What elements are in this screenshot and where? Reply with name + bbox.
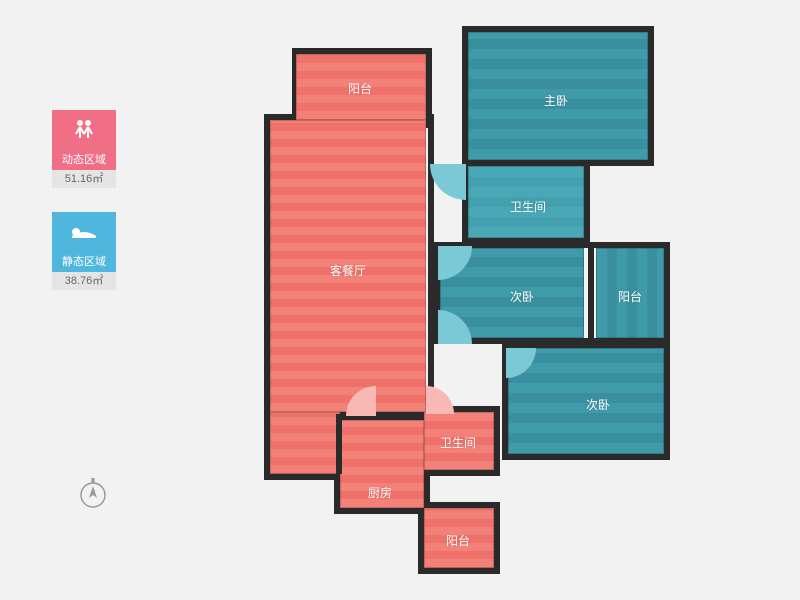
inner-wall	[424, 470, 496, 476]
legend-quiet: 静态区域 38.76㎡	[52, 212, 116, 290]
legend-quiet-label: 静态区域	[52, 252, 116, 272]
room-balcony_top	[296, 54, 426, 120]
compass-icon	[76, 476, 110, 515]
room-living	[270, 120, 426, 412]
room-kitchen	[340, 420, 424, 508]
door-swing	[430, 164, 466, 200]
inner-wall	[588, 248, 594, 340]
legend-active-label: 动态区域	[52, 150, 116, 170]
room-bath1	[468, 166, 584, 238]
legend-quiet-value: 38.76㎡	[52, 272, 116, 290]
legend: 动态区域 51.16㎡ 静态区域 38.76㎡	[52, 110, 116, 314]
legend-active-value: 51.16㎡	[52, 170, 116, 188]
room-bed3	[508, 348, 664, 454]
floor-plan: 阳台客餐厅厨房卫生间阳台主卧卫生间次卧阳台次卧	[256, 14, 686, 586]
rest-icon	[52, 212, 116, 252]
room-bed2	[440, 248, 584, 338]
legend-active: 动态区域 51.16㎡	[52, 110, 116, 188]
room-living_ext	[270, 412, 340, 474]
room-bath2	[424, 412, 494, 470]
room-balcony_bottom	[424, 508, 494, 568]
room-master	[468, 32, 648, 160]
room-balcony_right	[596, 248, 664, 338]
people-icon	[52, 110, 116, 150]
inner-wall	[336, 414, 342, 474]
